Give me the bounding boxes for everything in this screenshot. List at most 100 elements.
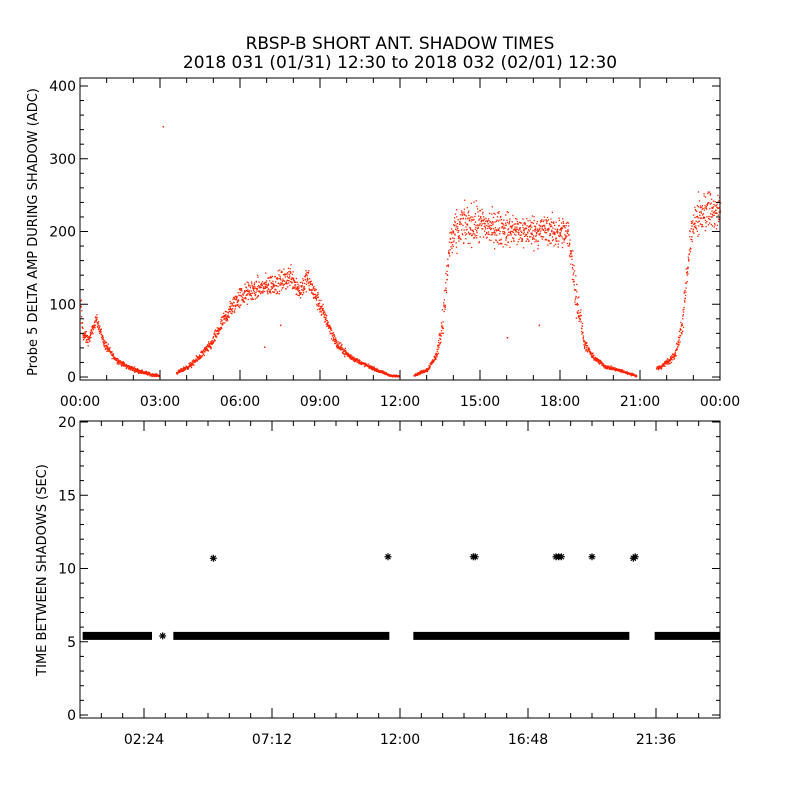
- top-data-point: [288, 280, 290, 282]
- top-data-point: [448, 252, 450, 255]
- top-data-point: [610, 367, 612, 369]
- top-data-point: [256, 288, 258, 290]
- top-data-point: [432, 361, 434, 363]
- top-data-point: [322, 307, 324, 310]
- top-data-point: [95, 316, 97, 318]
- top-data-point: [97, 326, 99, 328]
- top-data-point: [457, 227, 459, 230]
- top-data-point: [311, 284, 313, 286]
- top-data-point: [537, 244, 539, 247]
- top-data-point: [497, 228, 499, 230]
- top-data-point: [341, 347, 343, 349]
- top-data-point: [281, 280, 284, 283]
- top-data-point: [590, 351, 592, 354]
- top-data-point: [568, 242, 571, 244]
- top-data-point: [332, 335, 334, 337]
- top-data-point: [550, 242, 552, 244]
- top-data-point: [467, 217, 469, 219]
- top-data-point: [459, 220, 461, 223]
- top-data-point: [606, 368, 608, 370]
- top-data-point: [440, 335, 442, 337]
- top-data-point: [485, 224, 487, 227]
- bottom-ytick-label: 10: [58, 562, 76, 578]
- top-data-point: [243, 301, 246, 303]
- top-data-point: [489, 224, 491, 226]
- top-data-point: [626, 372, 629, 374]
- top-data-point: [464, 199, 466, 201]
- top-data-point: [529, 225, 531, 228]
- top-data-point: [463, 229, 465, 231]
- top-data-point: [206, 349, 208, 352]
- top-data-point: [545, 239, 548, 241]
- top-data-point: [447, 250, 450, 252]
- top-data-point: [509, 232, 512, 234]
- top-data-point: [350, 354, 352, 356]
- top-data-point: [694, 222, 696, 225]
- top-data-point: [329, 325, 331, 327]
- top-data-point: [373, 366, 376, 368]
- top-data-point: [275, 281, 277, 283]
- top-data-point: [483, 225, 486, 227]
- top-data-point: [462, 234, 464, 236]
- top-data-point: [246, 294, 248, 296]
- top-data-point: [334, 337, 337, 339]
- top-data-point: [373, 368, 375, 371]
- top-data-point: [283, 268, 285, 270]
- top-data-point: [438, 344, 440, 347]
- top-data-point: [529, 228, 532, 230]
- top-data-point: [525, 234, 527, 237]
- top-data-point: [296, 286, 298, 288]
- top-data-point: [117, 360, 120, 362]
- top-data-point: [265, 283, 268, 285]
- top-data-point: [223, 318, 226, 320]
- top-data-point: [81, 326, 84, 329]
- top-data-point: [447, 258, 449, 260]
- top-data-point: [280, 289, 283, 291]
- top-data-point: [580, 314, 582, 317]
- top-data-point: [585, 350, 587, 352]
- top-data-point: [479, 236, 481, 238]
- top-data-point: [204, 348, 206, 350]
- top-data-point: [297, 288, 299, 290]
- top-data-point: [117, 360, 119, 363]
- top-data-point: [196, 360, 198, 362]
- top-data-point: [596, 357, 598, 360]
- top-data-point: [204, 351, 206, 353]
- top-data-point: [593, 357, 595, 359]
- top-data-point: [518, 231, 520, 234]
- top-data-point: [197, 356, 199, 359]
- top-data-point: [671, 359, 673, 361]
- top-data-point: [280, 284, 282, 286]
- top-data-point: [522, 233, 524, 235]
- top-data-point: [356, 359, 359, 361]
- top-data-point: [372, 369, 374, 371]
- top-data-point: [154, 373, 157, 375]
- top-data-point: [295, 281, 297, 283]
- top-data-point: [237, 300, 240, 302]
- top-data-point: [530, 236, 532, 238]
- top-data-point: [716, 212, 718, 214]
- top-data-point: [714, 201, 716, 203]
- top-data-point: [692, 231, 694, 233]
- top-data-point: [539, 221, 542, 223]
- top-data-point: [621, 371, 624, 373]
- top-data-point: [182, 370, 184, 372]
- top-data-point: [431, 360, 434, 362]
- top-data-point: [207, 341, 210, 343]
- top-data-point: [512, 229, 515, 231]
- top-data-point: [515, 217, 517, 220]
- top-data-point: [708, 215, 710, 218]
- top-data-point: [540, 235, 543, 238]
- top-data-point: [313, 296, 316, 299]
- top-data-point: [357, 360, 359, 362]
- top-data-point: [515, 230, 517, 232]
- top-data-point: [190, 365, 192, 367]
- top-data-point: [709, 193, 712, 195]
- top-data-point: [345, 351, 347, 353]
- top-data-point: [558, 240, 560, 242]
- top-data-point: [284, 282, 287, 284]
- top-data-point: [493, 212, 495, 214]
- top-data-point: [714, 205, 716, 207]
- top-data-point: [555, 231, 558, 233]
- top-data-point: [591, 355, 593, 357]
